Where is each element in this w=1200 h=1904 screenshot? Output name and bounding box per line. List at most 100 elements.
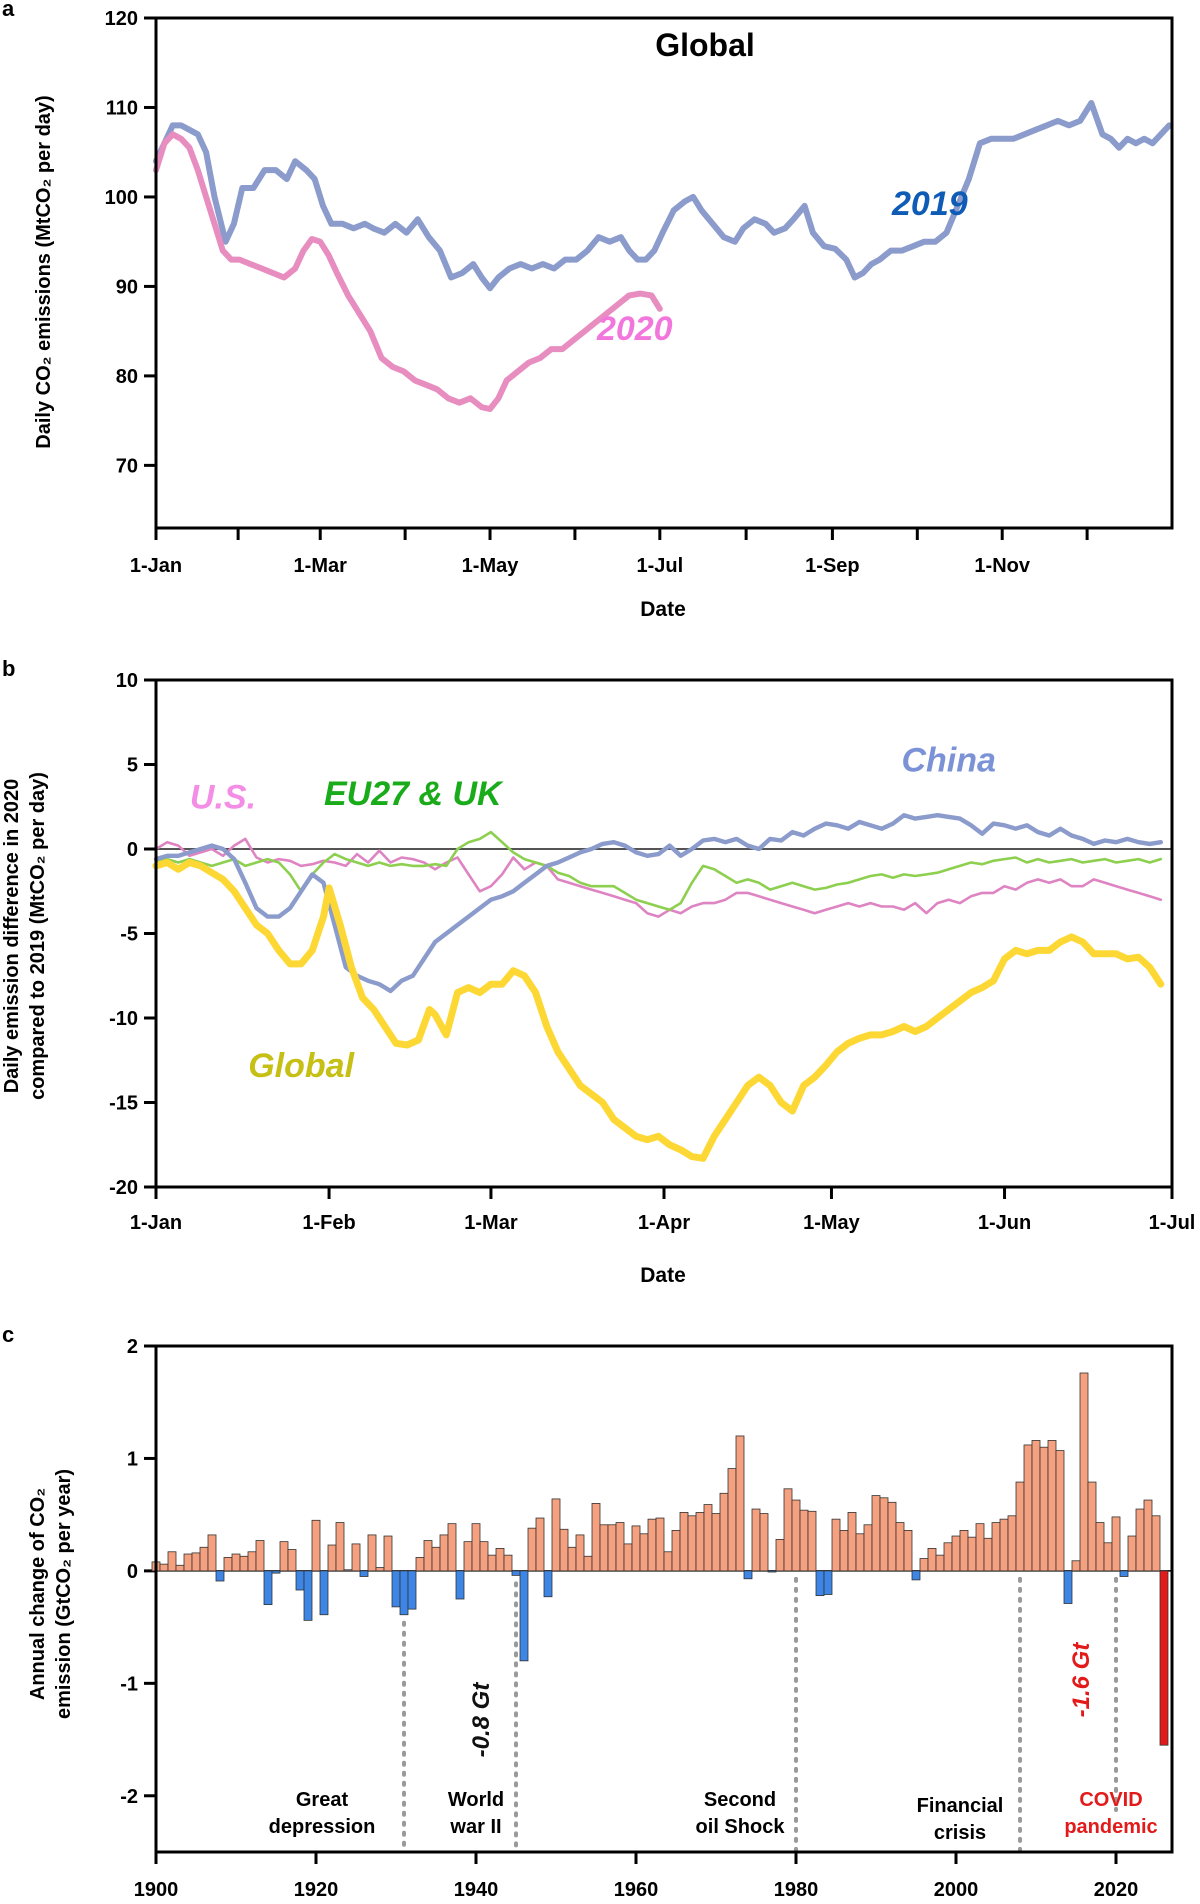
panel-c-ylabel-line1: Annual change of CO₂ bbox=[27, 1488, 49, 1700]
panel-b-y-tick-label: -20 bbox=[109, 1177, 138, 1199]
bar-1926 bbox=[359, 1570, 369, 1577]
bar-1903 bbox=[175, 1564, 185, 1572]
bar-2023 bbox=[1135, 1508, 1145, 1572]
bar-2019 bbox=[1103, 1542, 1113, 1572]
bar-1967 bbox=[687, 1515, 697, 1572]
panel-a-label: a bbox=[2, 0, 15, 21]
panel-b-ylabel-line1: Daily emission difference in 2020 bbox=[1, 779, 23, 1094]
panel-b-y-tick-label: -15 bbox=[109, 1093, 138, 1115]
bar-1978 bbox=[775, 1539, 785, 1572]
bar-1983 bbox=[815, 1570, 825, 1597]
bar-1932 bbox=[407, 1570, 417, 1610]
panel-a-title: Global bbox=[655, 27, 755, 63]
event-label-line1-1931: Great bbox=[296, 1789, 349, 1811]
bar-1982 bbox=[807, 1510, 817, 1572]
bar-1997 bbox=[927, 1548, 937, 1572]
bar-1940 bbox=[471, 1523, 481, 1572]
bar-1943 bbox=[495, 1548, 505, 1572]
bar-1947 bbox=[527, 1527, 537, 1572]
bar-1985 bbox=[831, 1518, 841, 1572]
panel-a-y-tick-label: 110 bbox=[106, 97, 138, 119]
panel-c-x-tick-label: 1960 bbox=[614, 1879, 659, 1901]
panel-b-y-tick-label: -10 bbox=[109, 1008, 138, 1030]
bar-1999 bbox=[943, 1542, 953, 1572]
bar-1905 bbox=[191, 1552, 201, 1572]
panel-c-y-tick-label: 1 bbox=[127, 1448, 138, 1470]
series-line-u-s- bbox=[154, 837, 1163, 918]
event-label-line2-1931: depression bbox=[269, 1816, 376, 1838]
bar-1971 bbox=[719, 1492, 729, 1572]
panel-c: c Annual change of CO₂ emission (GtCO₂ p… bbox=[2, 1322, 1174, 1901]
panel-a: a Global Date Daily CO₂ emissions (MtCO₂… bbox=[2, 0, 1174, 621]
bar-1989 bbox=[863, 1524, 873, 1572]
bar-1972 bbox=[727, 1468, 737, 1572]
bar-1912 bbox=[247, 1551, 257, 1572]
bar-1921 bbox=[319, 1570, 329, 1616]
panel-c-bars bbox=[151, 1372, 1169, 1746]
event-label-line2-2020: pandemic bbox=[1064, 1816, 1157, 1838]
bar-1974 bbox=[743, 1570, 753, 1580]
panel-a-y-tick-label: 120 bbox=[105, 8, 138, 30]
panel-a-ticks: 70 80 90 100 110 120 1-Jan 1-Mar 1-May 1-Jul 1-Sep… bbox=[105, 8, 1089, 577]
bar-1988 bbox=[855, 1533, 865, 1572]
bar-2024 bbox=[1143, 1499, 1153, 1572]
panel-c-label: c bbox=[2, 1322, 14, 1347]
bar-1915 bbox=[271, 1570, 281, 1574]
bar-1959 bbox=[623, 1543, 633, 1572]
event-label-line1-2008: Financial bbox=[917, 1795, 1004, 1817]
panel-c-x-tick-label: 2020 bbox=[1094, 1879, 1139, 1901]
bar-2005 bbox=[991, 1522, 1001, 1572]
bar-1925 bbox=[351, 1543, 361, 1572]
bar-1916 bbox=[279, 1541, 289, 1572]
bar-1961 bbox=[639, 1533, 649, 1572]
bar-1993 bbox=[895, 1522, 905, 1572]
panel-a-series: 2019 2020 bbox=[153, 100, 1173, 412]
event-label-line2-1980: oil Shock bbox=[696, 1816, 786, 1838]
event-label-line2-1945: war II bbox=[449, 1816, 501, 1838]
bar-2001 bbox=[959, 1530, 969, 1572]
bar-1944 bbox=[503, 1554, 513, 1572]
bar-1976 bbox=[759, 1513, 769, 1572]
panel-a-x-tick-label: 1-Jan bbox=[130, 555, 182, 577]
panel-c-y-tick-label: -1 bbox=[120, 1673, 138, 1695]
panel-b-x-tick-label: 1-Apr bbox=[638, 1212, 690, 1234]
bar-1951 bbox=[559, 1528, 569, 1572]
panel-b: b Date Daily emission difference in 2020… bbox=[1, 656, 1195, 1287]
bar-1936 bbox=[439, 1534, 449, 1572]
bar-1981 bbox=[799, 1509, 809, 1572]
panel-c-frame bbox=[154, 1344, 1174, 1854]
bar-1995 bbox=[911, 1570, 921, 1581]
panel-b-x-tick-label: 1-Feb bbox=[302, 1212, 355, 1234]
panel-c-x-tick-label: 1980 bbox=[774, 1879, 819, 1901]
panel-a-x-tick-label: 1-Jul bbox=[636, 555, 683, 577]
bar-2025 bbox=[1151, 1515, 1161, 1572]
bar-2014 bbox=[1063, 1570, 1073, 1604]
series-line-global bbox=[152, 859, 1165, 1162]
bar-2006 bbox=[999, 1518, 1009, 1572]
bar-1973 bbox=[735, 1435, 745, 1572]
bar-1920 bbox=[311, 1519, 321, 1572]
bar-1938 bbox=[455, 1570, 465, 1600]
panel-b-x-tick-label: 1-Jul bbox=[1149, 1212, 1196, 1234]
series-line-2019 bbox=[153, 100, 1173, 292]
bar-1939 bbox=[463, 1541, 473, 1572]
series-line-china bbox=[153, 813, 1163, 994]
bar-1942 bbox=[487, 1554, 497, 1572]
annotation-1945: -0.8 Gt bbox=[468, 1682, 495, 1758]
bar-2009 bbox=[1023, 1444, 1033, 1572]
bar-1975 bbox=[751, 1508, 761, 1572]
bar-1910 bbox=[231, 1553, 241, 1572]
bar-1928 bbox=[375, 1567, 385, 1572]
panel-a-frame bbox=[154, 16, 1174, 530]
bar-1979 bbox=[783, 1488, 793, 1572]
bar-2008 bbox=[1015, 1481, 1025, 1572]
bar-1924 bbox=[343, 1569, 353, 1572]
bar-1914 bbox=[263, 1570, 273, 1606]
series-label-eu27-uk: EU27 & UK bbox=[324, 775, 504, 813]
bar-1970 bbox=[711, 1513, 721, 1572]
series-label-china: China bbox=[901, 741, 995, 779]
panel-b-series: U.S. EU27 & UK China Global bbox=[152, 741, 1165, 1162]
panel-b-y-tick-label: 5 bbox=[127, 755, 138, 777]
bar-1991 bbox=[879, 1497, 889, 1572]
